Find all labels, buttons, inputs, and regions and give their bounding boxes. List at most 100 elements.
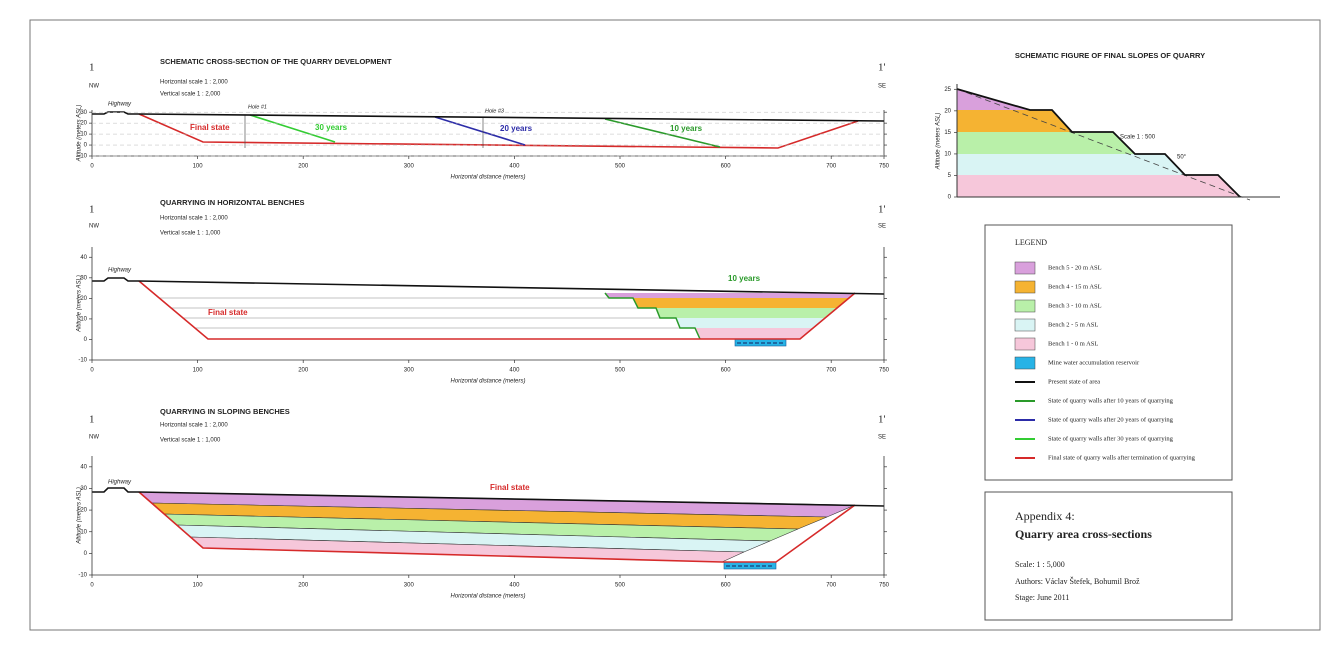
x-tick-label: 600 [721, 164, 732, 170]
y-tick-label: 5 [948, 173, 952, 179]
bench-3 [957, 132, 1135, 154]
annotation: 10 years [728, 274, 761, 283]
x-tick-label: 400 [509, 583, 520, 589]
section-dir: NW [89, 435, 99, 441]
y-axis-label: Altitude (meters ASL) [936, 113, 942, 171]
x-tick-label: 500 [615, 164, 626, 170]
x-tick-label: 750 [879, 583, 890, 589]
y-axis-label: Altitude (meters ASL) [77, 105, 83, 163]
legend-label: Bench 1 - 0 m ASL [1048, 340, 1098, 347]
y-tick-label: 0 [84, 551, 88, 557]
page: {"cross_sections": [ {"title": "SCHEMATI… [0, 0, 1342, 647]
slopes-shapes [957, 84, 1280, 200]
annotation: 20 years [500, 124, 533, 133]
y-tick-label: 0 [84, 143, 88, 149]
horizontal-scale: Horizontal scale 1 : 2,000 [160, 423, 228, 429]
section-title: QUARRYING IN HORIZONTAL BENCHES [160, 198, 304, 207]
section-dir: NW [89, 224, 99, 230]
slopes-title: SCHEMATIC FIGURE OF FINAL SLOPES OF QUAR… [1015, 51, 1205, 60]
section-dir: SE [878, 84, 886, 90]
section-3-shapes [92, 488, 884, 569]
x-tick-label: 0 [90, 368, 94, 374]
y-tick-label: 0 [84, 337, 88, 343]
legend-label: Final state of quarry walls after termin… [1048, 454, 1196, 461]
section-id: 1 [89, 414, 95, 426]
x-tick-label: 700 [826, 368, 837, 374]
bench-2 [676, 318, 826, 328]
section-dir: SE [878, 224, 886, 230]
bench-4 [633, 298, 850, 308]
legend-label: Mine water accumulation reservoir [1048, 359, 1140, 366]
y-tick-label: 40 [80, 255, 87, 261]
appendix-stage: Stage: June 2011 [1015, 593, 1069, 602]
bench-3 [656, 308, 838, 318]
legend-swatch [1015, 262, 1035, 274]
legend-swatch [1015, 281, 1035, 293]
annotation: Final state [208, 308, 248, 317]
annotation: Final state [190, 123, 230, 132]
section-id: 1' [878, 62, 886, 74]
legend-label: Bench 5 - 20 m ASL [1048, 264, 1102, 271]
x-tick-label: 600 [721, 583, 732, 589]
legend-label: State of quarry walls after 10 years of … [1048, 397, 1174, 404]
reservoir [735, 339, 786, 346]
annotation: Hole #1 [248, 104, 267, 110]
legend-swatch [1015, 319, 1035, 331]
annotation: 10 years [670, 124, 703, 133]
x-axis-label: Horizontal distance (meters) [450, 379, 525, 385]
legend-label: State of quarry walls after 20 years of … [1048, 416, 1174, 423]
section-dir: SE [878, 435, 886, 441]
annotation: Highway [108, 268, 132, 274]
horizontal-scale: Horizontal scale 1 : 2,000 [160, 216, 228, 222]
x-tick-label: 400 [509, 368, 520, 374]
legend-label: State of quarry walls after 30 years of … [1048, 435, 1174, 442]
y-tick-label: 15 [944, 130, 951, 136]
x-tick-label: 200 [298, 164, 309, 170]
x-tick-label: 100 [193, 164, 204, 170]
section-title: QUARRYING IN SLOPING BENCHES [160, 407, 290, 416]
x-tick-label: 0 [90, 164, 94, 170]
annotation: Final state [490, 483, 530, 492]
vertical-scale: Vertical scale 1 : 1,000 [160, 438, 221, 444]
slopes-scale: Scale 1 : 500 [1120, 135, 1156, 141]
x-tick-label: 100 [193, 583, 204, 589]
slopes-angle: 50° [1177, 155, 1187, 161]
y-tick-label: -10 [78, 573, 87, 579]
x-tick-label: 400 [509, 164, 520, 170]
vertical-scale: Vertical scale 1 : 2,000 [160, 92, 221, 98]
y-tick-label: 10 [944, 152, 951, 158]
x-tick-label: 700 [826, 583, 837, 589]
section-id: 1' [878, 204, 886, 216]
x-tick-label: 0 [90, 583, 94, 589]
legend-label: Present state of area [1048, 378, 1100, 385]
x-tick-label: 300 [404, 583, 415, 589]
legend-swatch [1015, 300, 1035, 312]
vertical-scale: Vertical scale 1 : 1,000 [160, 231, 221, 237]
x-tick-label: 500 [615, 368, 626, 374]
y-tick-label: 25 [944, 87, 951, 93]
present-state-line [92, 278, 884, 294]
appendix-subtitle: Quarry area cross-sections [1015, 527, 1152, 541]
annotation: Highway [108, 480, 132, 486]
annotation: Hole #3 [485, 108, 505, 114]
drawing-sheet: SCHEMATIC CROSS-SECTION OF THE QUARRY DE… [0, 0, 1342, 647]
annotation: 30 years [315, 123, 348, 132]
bench-5 [605, 293, 855, 298]
y-tick-label: 0 [948, 195, 952, 201]
annotation: Highway [108, 102, 132, 108]
legend-label: Bench 3 - 10 m ASL [1048, 302, 1102, 309]
appendix-scale: Scale: 1 : 5,000 [1015, 560, 1065, 569]
horizontal-scale: Horizontal scale 1 : 2,000 [160, 80, 228, 86]
legend-label: Bench 4 - 15 m ASL [1048, 283, 1102, 290]
x-tick-label: 300 [404, 164, 415, 170]
x-tick-label: 600 [721, 368, 732, 374]
bench-1 [957, 175, 1240, 197]
y-tick-label: 20 [944, 108, 951, 114]
section-id: 1 [89, 204, 95, 216]
section-id: 1 [89, 62, 95, 74]
y-tick-label: -10 [78, 358, 87, 364]
appendix-title: Appendix 4: [1015, 509, 1075, 523]
y-axis-label: Altitude (meters ASL) [77, 487, 83, 545]
x-tick-label: 300 [404, 368, 415, 374]
x-axis-label: Horizontal distance (meters) [450, 175, 525, 181]
